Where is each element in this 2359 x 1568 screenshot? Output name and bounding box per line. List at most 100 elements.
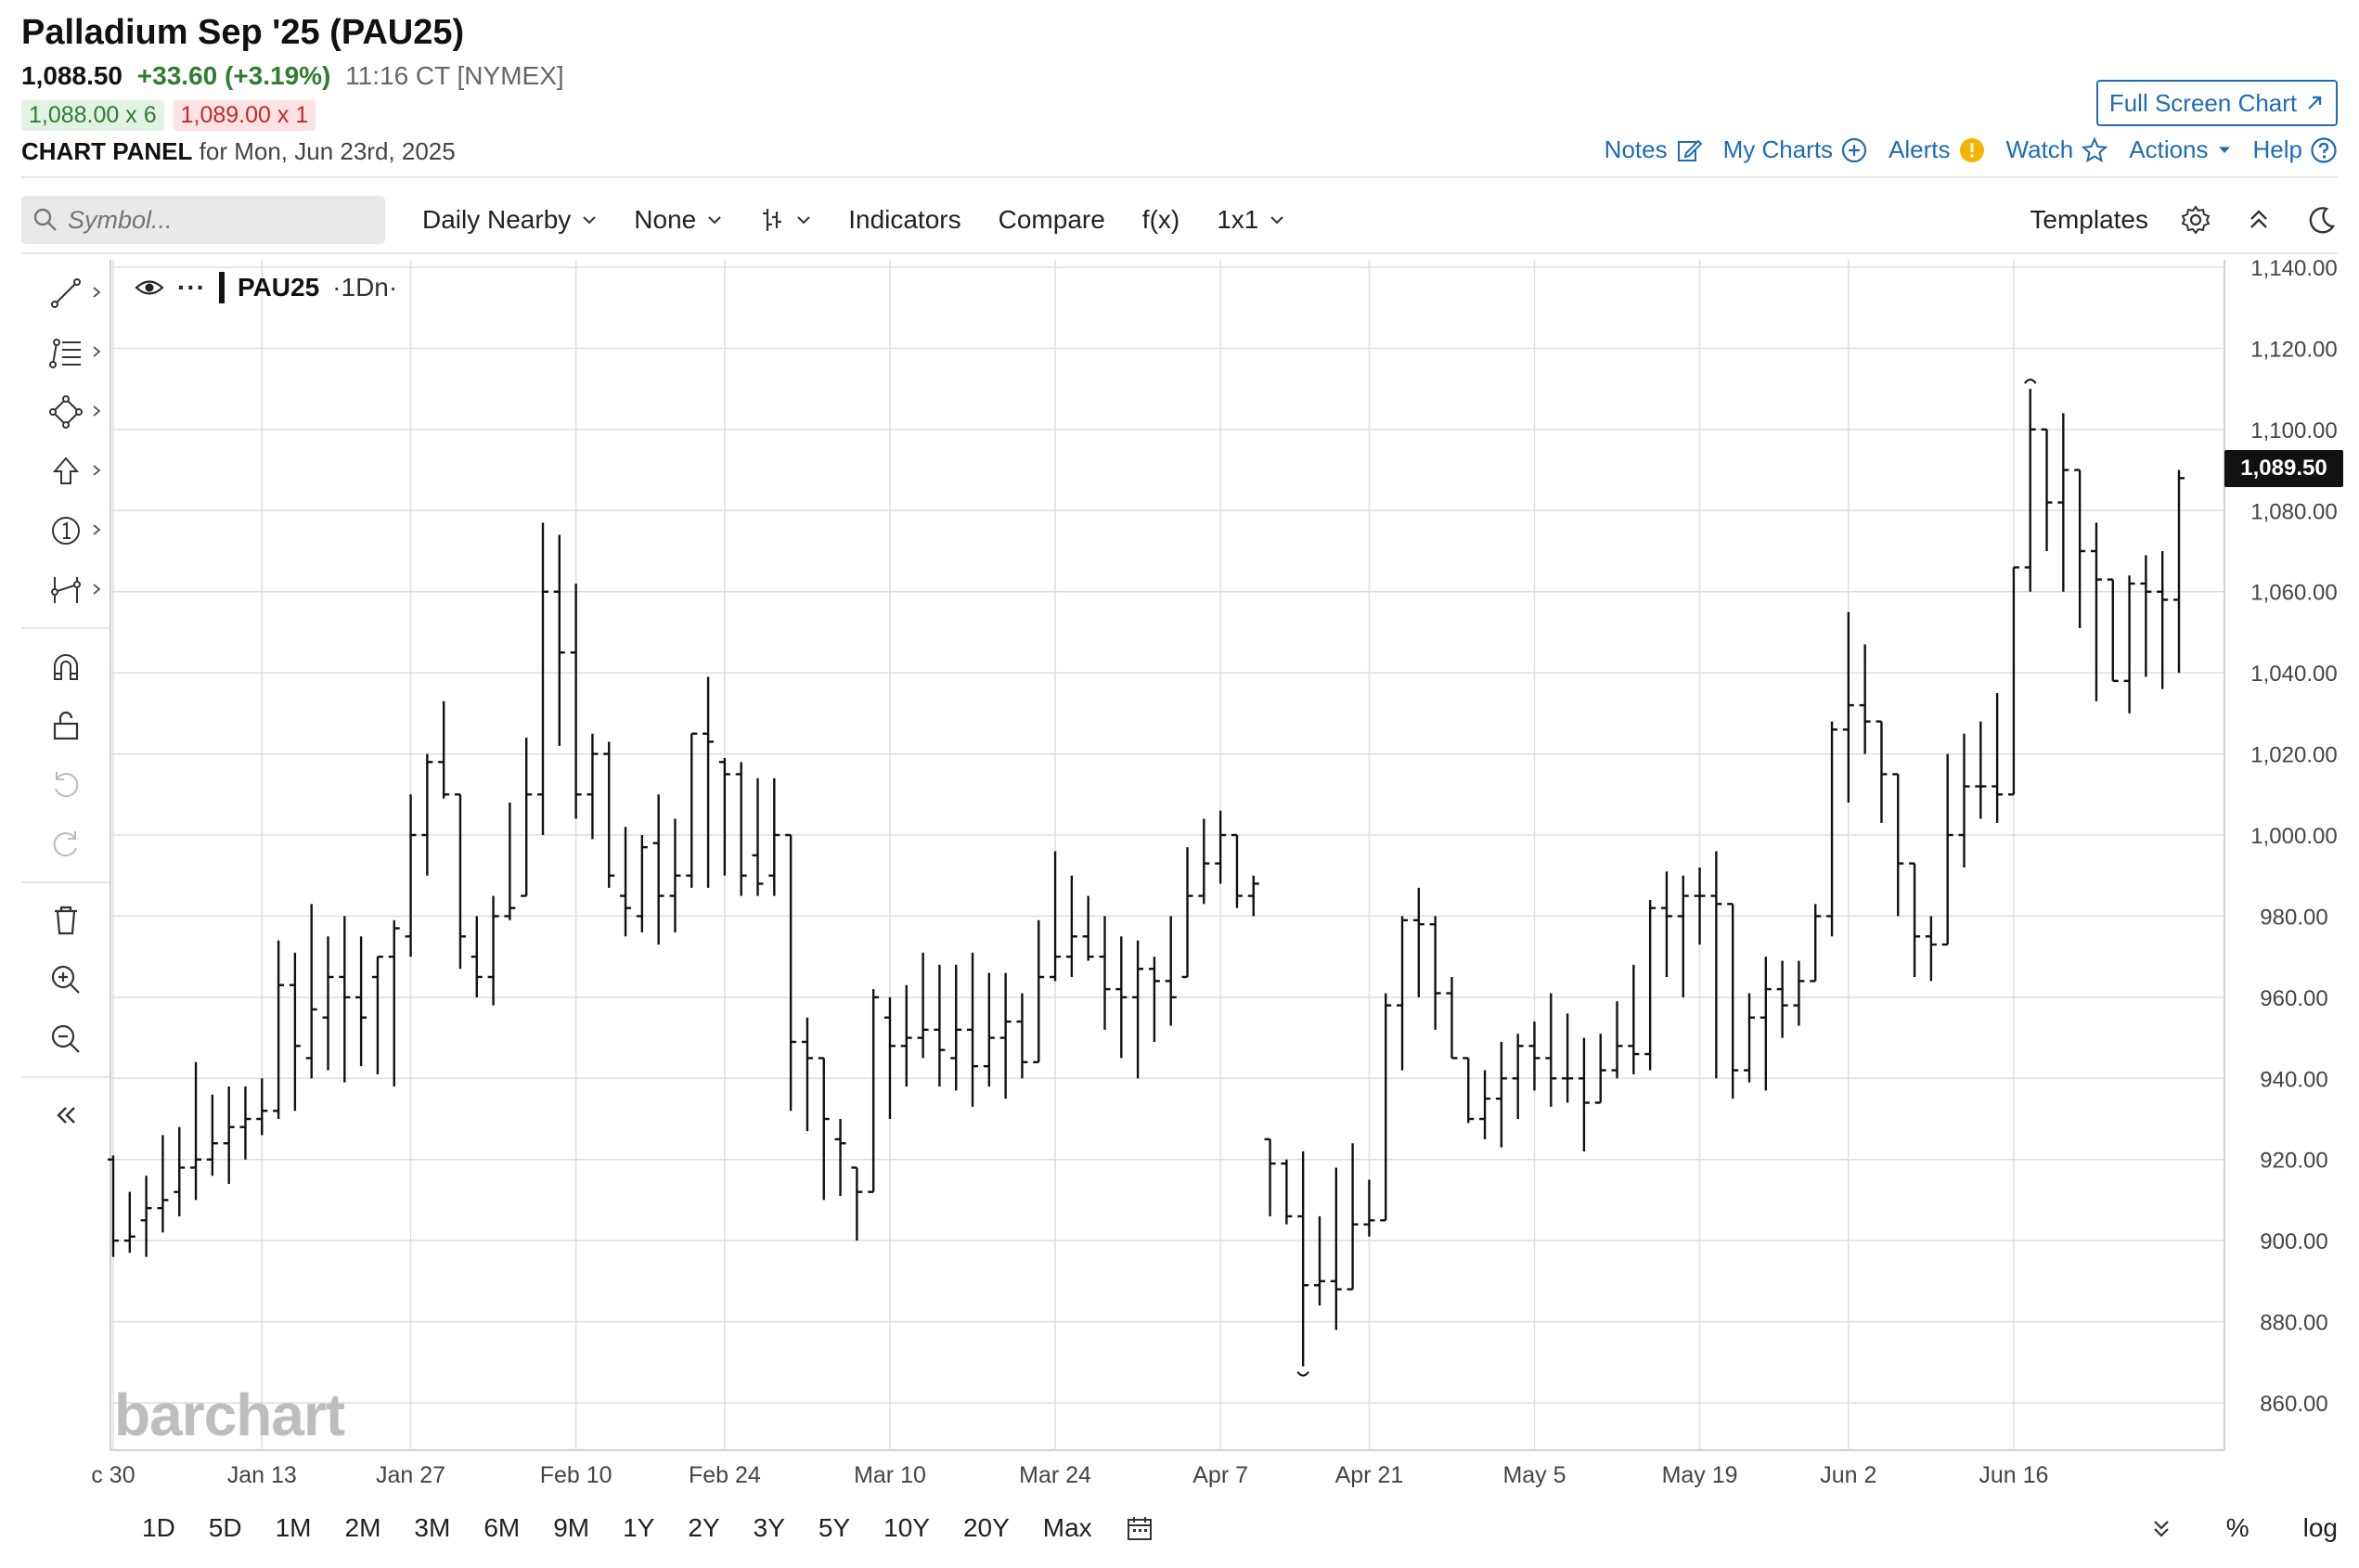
ohlc-bar: [1727, 903, 1739, 1099]
bar-type-dropdown[interactable]: [759, 206, 811, 234]
redo-tool[interactable]: [21, 815, 110, 874]
layout-dropdown[interactable]: 1x1: [1217, 205, 1284, 235]
undo-tool[interactable]: [21, 755, 110, 815]
ohlc-bar: [603, 741, 615, 888]
ohlc-bar: [140, 1176, 152, 1257]
ohlc-bar: [1363, 1179, 1375, 1237]
collapse-up-icon[interactable]: [2243, 204, 2275, 236]
calendar-icon[interactable]: [1126, 1514, 1154, 1542]
y-tick-label: 920.00: [2260, 1149, 2327, 1174]
ohlc-bar: [1909, 862, 1921, 977]
ohlc-bar: [900, 984, 912, 1087]
chart-grid: [110, 260, 2225, 1451]
watch-link[interactable]: Watch: [2006, 135, 2109, 164]
range-button-6m[interactable]: 6M: [483, 1513, 521, 1542]
ohlc-bar: [785, 833, 797, 1112]
plus-circle-icon: [1841, 137, 1867, 162]
range-button-3y[interactable]: 3Y: [753, 1513, 785, 1542]
collapse-tools-button[interactable]: [21, 1086, 110, 1145]
toolbar-right: Templates: [2030, 204, 2338, 236]
templates-button[interactable]: Templates: [2030, 205, 2148, 234]
alerts-label: Alerts: [1888, 135, 1951, 163]
help-link[interactable]: Help: [2253, 135, 2338, 164]
measure-tool[interactable]: [21, 560, 110, 620]
delete-tool[interactable]: [21, 891, 110, 950]
ohlc-bar: [1132, 940, 1144, 1079]
ohlc-bar: [2157, 551, 2169, 689]
ohlc-bar: [1710, 851, 1722, 1079]
fx-button[interactable]: f(x): [1141, 205, 1180, 234]
range-button-9m[interactable]: 9M: [553, 1513, 590, 1542]
magnet-tool[interactable]: [21, 636, 110, 696]
full-screen-chart-button[interactable]: Full Screen Chart: [2096, 80, 2338, 126]
dark-mode-moon-icon[interactable]: [2306, 204, 2338, 236]
y-tick-label: 940.00: [2260, 1067, 2327, 1092]
ohlc-bar: [2123, 575, 2135, 713]
zoom-in-tool[interactable]: [21, 950, 110, 1009]
range-button-1y[interactable]: 1Y: [623, 1513, 655, 1542]
compare-button[interactable]: Compare: [998, 205, 1105, 234]
ohlc-bar: [1512, 1034, 1524, 1119]
chevron-down-icon: [797, 216, 810, 225]
y-axis: 860.00 880.00 900.00 920.00 940.00 960.00 980.…: [2250, 256, 2337, 1417]
range-button-10y[interactable]: 10Y: [883, 1513, 930, 1542]
ohlc-bar: [1495, 1041, 1507, 1148]
alerts-link[interactable]: Alerts: [1888, 135, 1985, 164]
gear-icon[interactable]: [2180, 204, 2211, 236]
range-button-3m[interactable]: 3M: [414, 1513, 451, 1542]
actions-menu[interactable]: Actions: [2129, 135, 2232, 164]
notes-link[interactable]: Notes: [1605, 135, 1703, 164]
indicators-button[interactable]: Indicators: [848, 205, 961, 234]
ohlc-bar: [1380, 993, 1392, 1222]
ohlc-bar: [1562, 1013, 1574, 1103]
ohlc-bar: [504, 803, 516, 920]
chevron-right-icon: [93, 346, 101, 357]
ohlc-bar: [2074, 469, 2086, 629]
ohlc-bar: [1528, 1022, 1540, 1091]
ohlc-bar: [339, 916, 351, 1083]
help-icon: [2311, 136, 2337, 163]
range-button-max[interactable]: Max: [1042, 1513, 1092, 1542]
my-charts-link[interactable]: My Charts: [1723, 135, 1868, 164]
log-toggle[interactable]: log: [2302, 1513, 2338, 1542]
shape-tool[interactable]: [21, 382, 110, 442]
ohlc-bar: [1099, 916, 1111, 1030]
lock-tool[interactable]: [21, 696, 110, 755]
ohlc-bar: [190, 1061, 202, 1201]
eye-icon[interactable]: [135, 277, 164, 298]
symbol-search[interactable]: [21, 196, 385, 244]
range-button-5d[interactable]: 5D: [208, 1513, 242, 1542]
zoom-out-tool[interactable]: [21, 1009, 110, 1069]
range-button-1d[interactable]: 1D: [142, 1513, 175, 1542]
tools-divider: [21, 881, 110, 883]
ohlc-bar: [2140, 555, 2152, 677]
ohlc-bar: [1446, 977, 1458, 1060]
fib-tool[interactable]: [21, 323, 110, 382]
ohlc-bar: [1148, 957, 1160, 1042]
more-icon[interactable]: ···: [177, 273, 206, 302]
ohlc-bar: [570, 583, 582, 819]
double-chevron-down-icon[interactable]: [2150, 1517, 2172, 1539]
range-button-1m[interactable]: 1M: [275, 1513, 312, 1542]
range-button-20y[interactable]: 20Y: [962, 1513, 1010, 1542]
range-button-5y[interactable]: 5Y: [818, 1513, 851, 1542]
ohlc-bar: [917, 952, 929, 1059]
annotation-tool[interactable]: [21, 501, 110, 560]
interval-dropdown[interactable]: Daily Nearby: [422, 205, 597, 235]
my-charts-label: My Charts: [1722, 135, 1834, 163]
symbol-input[interactable]: [68, 205, 365, 235]
range-button-2y[interactable]: 2Y: [688, 1513, 720, 1542]
ohlc-bar: [123, 1191, 135, 1253]
chart-legend[interactable]: ··· PAU25 ·1Dn·: [135, 272, 397, 303]
magnet-icon: [54, 654, 78, 680]
arrow-tool[interactable]: [21, 442, 110, 501]
low-marker: [1296, 1371, 1309, 1377]
undo-icon: [55, 772, 79, 798]
trend-line-tool[interactable]: [21, 263, 110, 323]
y-tick-label: 1,080.00: [2250, 499, 2337, 524]
range-button-2m[interactable]: 2M: [344, 1513, 381, 1542]
numbered-circle-icon: [52, 517, 80, 545]
percent-toggle[interactable]: %: [2225, 1513, 2249, 1542]
overlay-dropdown[interactable]: None: [634, 205, 722, 235]
